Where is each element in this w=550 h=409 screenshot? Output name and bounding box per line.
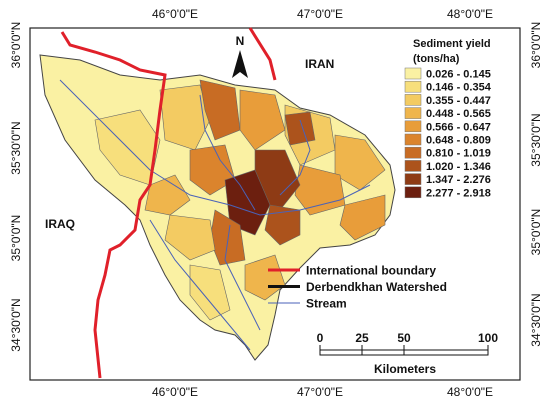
latitude-label: 34°30'0"N (9, 298, 23, 351)
latitude-label: 35°0'0"N (9, 215, 23, 262)
legend-swatch (404, 146, 422, 159)
legend-label: 0.026 - 0.145 (426, 69, 491, 81)
sub-basin (224, 169, 271, 236)
legend-swatch (404, 80, 422, 93)
stream (224, 224, 261, 331)
latitude-label: 35°30'0"N (9, 121, 23, 174)
legend-unit: (tons/ha) (413, 53, 460, 65)
legend-swatch (404, 133, 422, 146)
sub-basin (239, 89, 286, 151)
longitude-label: 48°0'0"E (447, 7, 493, 21)
sub-basin (199, 79, 241, 141)
sub-basin (334, 134, 386, 191)
longitude-label: 47°0'0"E (297, 7, 343, 21)
longitude-label: 46°0'0"E (152, 385, 198, 399)
north-arrow: N (232, 34, 248, 78)
stream (149, 219, 251, 351)
legend-swatch (404, 120, 422, 133)
international-boundary (60, 31, 167, 379)
scale-label: 25 (355, 331, 369, 345)
scale-label: 50 (397, 331, 411, 345)
sub-basin (244, 254, 286, 301)
north-arrow-shape (232, 50, 248, 78)
legend-label: 2.277 - 2.918 (426, 187, 491, 199)
sub-basin (144, 174, 191, 216)
legend-label: 0.448 - 0.565 (426, 108, 491, 120)
latitude-label: 36°0'0"N (529, 22, 543, 69)
latitude-label: 35°30'0"N (529, 113, 543, 166)
north-label: N (236, 34, 245, 48)
legend-label: 0.355 - 0.447 (426, 95, 491, 107)
scale-label: 0 (317, 331, 324, 345)
legend-label: 0.648 - 0.809 (426, 135, 491, 147)
legend-swatch (404, 67, 422, 80)
sub-basin (339, 194, 386, 241)
legend-title: Sediment yield (413, 38, 491, 50)
legend-label: Stream (306, 297, 347, 311)
legend-swatch (404, 107, 422, 119)
latitude-label: 34°30'0"N (529, 293, 543, 346)
legend-swatch (404, 186, 422, 199)
latitude-label: 36°0'0"N (9, 22, 23, 69)
legend-label: 1.020 - 1.346 (426, 161, 491, 173)
stream (199, 94, 256, 211)
scale-label: 100 (478, 331, 498, 345)
legend-label: 1.347 - 2.276 (426, 174, 491, 186)
sub-basin (264, 204, 301, 246)
longitude-label: 47°0'0"E (297, 385, 343, 399)
legend-label: 0.146 - 0.354 (426, 82, 492, 94)
sub-basin (189, 144, 236, 196)
scale-unit: Kilometers (374, 362, 436, 376)
streams (59, 79, 371, 351)
legend-label: 0.566 - 0.647 (426, 121, 491, 133)
legend-label: International boundary (306, 264, 436, 278)
sub-basin (164, 214, 216, 261)
watershed (39, 54, 396, 361)
international-boundary (248, 27, 277, 81)
stream (279, 119, 311, 196)
latitude-label: 35°0'0"N (529, 209, 543, 256)
sub-basin (284, 111, 316, 146)
legend-label: 0.810 - 1.019 (426, 148, 491, 160)
country-label: IRAN (305, 57, 334, 71)
stream (59, 79, 371, 216)
sub-basin (159, 84, 211, 151)
legend-label: Derbendkhan Watershed (306, 280, 447, 294)
legend-swatch (404, 160, 422, 172)
legend-swatch (404, 173, 422, 185)
longitude-label: 46°0'0"E (152, 7, 198, 21)
longitude-label: 48°0'0"E (447, 385, 493, 399)
sub-basin (189, 264, 231, 321)
country-label: IRAQ (45, 217, 75, 231)
legend-swatch (404, 94, 422, 106)
